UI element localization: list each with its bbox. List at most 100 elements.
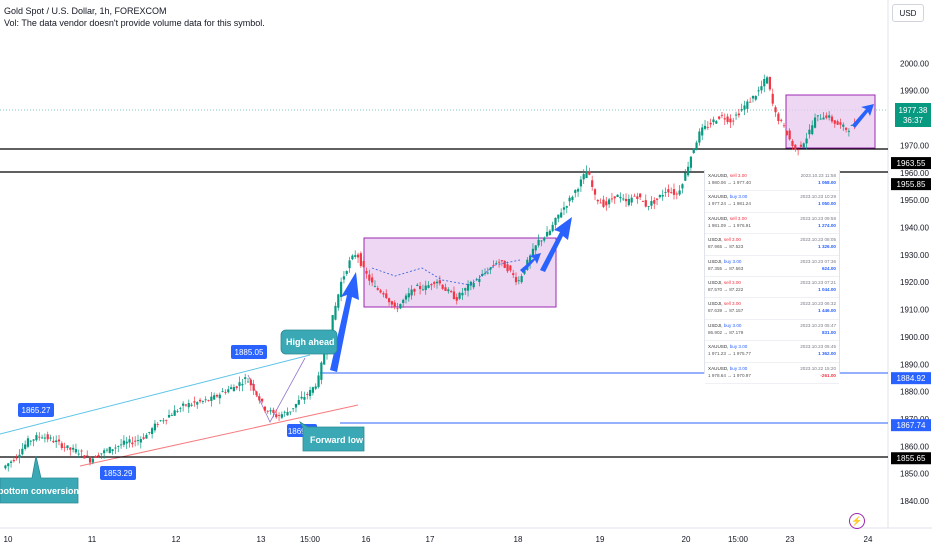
callout-bottom-conversion[interactable]: bottom conversion: [0, 455, 79, 504]
trade-row: XAUUSD, buy 3.00 1 977.24 → 1 981.24 2023.…: [705, 191, 839, 213]
candle-body: [701, 127, 704, 136]
candle-body: [182, 403, 185, 406]
candle-body: [585, 171, 588, 179]
candle-body: [331, 315, 334, 331]
candle-body: [311, 387, 315, 393]
trade-time: 2023.10.23 09:58: [800, 215, 836, 221]
trade-time: 2023.10.23 05:45: [800, 344, 836, 350]
candle-body: [148, 432, 151, 433]
candle-body: [97, 455, 100, 457]
current-price-badge: 1977.38 36:37: [895, 103, 931, 127]
candle-body: [368, 274, 371, 281]
candle-body: [125, 441, 128, 444]
candle-body: [153, 423, 157, 431]
candle-body: [66, 445, 69, 449]
candle-body: [221, 391, 224, 393]
level-label: 1963.55: [897, 159, 926, 168]
tag-1853[interactable]: 1853.29: [100, 466, 136, 480]
trade-symbol: XAUUSD, buy 3.00: [708, 194, 748, 200]
trade-symbol: XAUUSD, sell 3.00: [708, 173, 747, 178]
candle-body: [540, 240, 543, 242]
candle-body: [486, 272, 489, 274]
currency-button[interactable]: USD: [892, 4, 924, 22]
candle-body: [86, 455, 89, 457]
candle-body: [170, 415, 173, 416]
candle-body: [4, 465, 7, 469]
candle-body: [847, 130, 850, 132]
consolidation-box-right[interactable]: [785, 94, 876, 149]
trade-pnl: 1 446.00: [818, 308, 836, 314]
x-tick-label: 16: [362, 535, 371, 544]
candle-body: [444, 287, 447, 291]
candle-body: [763, 78, 766, 87]
trade-pnl: 1 050.00: [818, 201, 836, 207]
candle-body: [139, 439, 142, 443]
candle-body: [678, 190, 681, 195]
candle-body: [277, 415, 281, 416]
x-tick-label: 15:00: [728, 535, 749, 544]
x-tick-label: 13: [257, 535, 266, 544]
candle-body: [655, 198, 659, 200]
candle-body: [495, 263, 498, 264]
candle-body: [517, 280, 520, 282]
candle-body: [450, 291, 453, 293]
time-axis[interactable]: 10 11 12 13 15:00 16 17 18 19 20 15:00 23 24: [4, 535, 873, 544]
x-tick-label: 18: [514, 535, 523, 544]
upper-trendline[interactable]: [0, 354, 311, 435]
trade-prices: 1 977.24 → 1 981.24: [708, 201, 751, 207]
candle-body: [249, 379, 252, 386]
candle-body: [57, 439, 61, 442]
candle-body: [145, 434, 148, 439]
candle-body: [579, 179, 582, 187]
callout-forward-low[interactable]: Forward low: [299, 420, 365, 452]
y-tick-label: 1990.00: [900, 87, 929, 96]
candle-body: [24, 444, 27, 449]
candle-body: [639, 193, 642, 198]
candle-body: [610, 198, 614, 200]
candle-body: [830, 116, 834, 122]
candle-body: [35, 435, 38, 441]
candle-body: [280, 414, 283, 418]
candle-body: [529, 255, 532, 263]
trade-history-panel: XAUUSD, sell 3.00 1 980.06 → 1 977.40 2023…: [704, 170, 840, 384]
candle-body: [379, 290, 382, 293]
candle-body: [822, 117, 825, 120]
candle-body: [314, 386, 317, 389]
candle-body: [438, 280, 441, 284]
candle-body: [77, 453, 80, 455]
candle-body: [410, 289, 413, 296]
candle-body: [850, 125, 853, 126]
candle-body: [602, 199, 605, 207]
candle-body: [198, 399, 202, 402]
candle-body: [7, 463, 10, 467]
candle-body: [416, 284, 419, 286]
trade-pnl: 1 274.00: [818, 222, 836, 228]
tag-1885[interactable]: 1885.05: [231, 345, 267, 359]
candle-body: [289, 411, 292, 413]
lower-trendline[interactable]: [79, 404, 359, 467]
candle-body: [103, 450, 106, 454]
candle-body: [813, 117, 817, 128]
candle-body: [165, 419, 168, 421]
candle-body: [782, 125, 786, 127]
candle-body: [241, 384, 244, 386]
trade-symbol: USDJI, buy 3.00: [708, 322, 742, 328]
callout-high-ahead[interactable]: High ahead: [280, 329, 338, 355]
candle-body: [768, 77, 772, 90]
candle-body: [167, 415, 171, 418]
candle-body: [630, 197, 633, 203]
candle-body: [593, 189, 597, 195]
candles: [4, 74, 856, 472]
candle-body: [811, 125, 814, 135]
candle-body: [574, 190, 577, 193]
candle-body: [695, 142, 698, 151]
candle-body: [805, 138, 808, 144]
lightning-icon[interactable]: ⚡: [849, 513, 865, 529]
big-up-arrow: [330, 272, 359, 372]
callout-forward-low-label: Forward low: [310, 435, 364, 445]
trade-pnl: 1 326.00: [818, 244, 836, 250]
candle-body: [300, 396, 303, 399]
candle-body: [342, 276, 346, 280]
tag-1865[interactable]: 1865.27: [18, 403, 54, 417]
